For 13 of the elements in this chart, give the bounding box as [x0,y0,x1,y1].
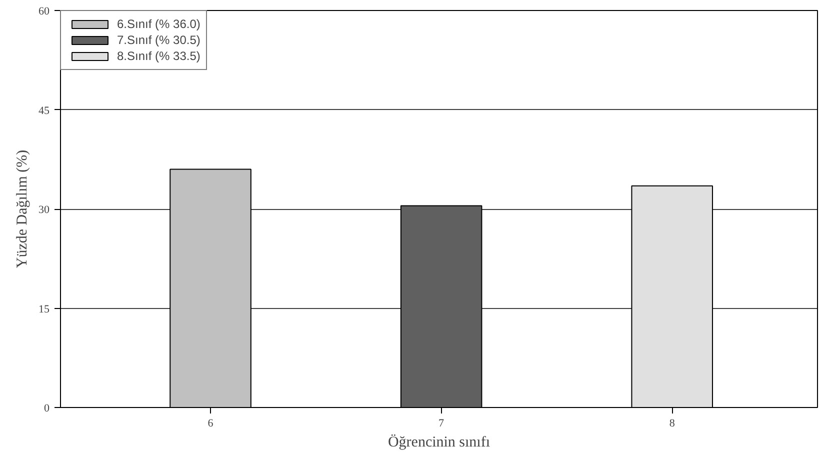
x-axis-title: Öğrencinin sınıfı [388,434,490,450]
y-tick-label: 60 [38,6,50,18]
y-tick-label: 30 [38,204,50,216]
legend-label: 6.Sınıf (% 36.0) [117,17,200,31]
y-tick-label: 45 [38,104,50,117]
legend-label: 8.Sınıf (% 33.5) [117,49,200,63]
x-tick-label: 7 [438,418,445,430]
x-tick-label: 6 [208,418,214,430]
y-tick-label: 15 [38,303,50,316]
x-tick-label: 8 [669,418,676,430]
legend-label: 7.Sınıf (% 30.5) [117,33,200,47]
y-tick-label: 0 [44,402,50,414]
y-axis-title: Yüzde Dağılım (%) [14,150,30,268]
